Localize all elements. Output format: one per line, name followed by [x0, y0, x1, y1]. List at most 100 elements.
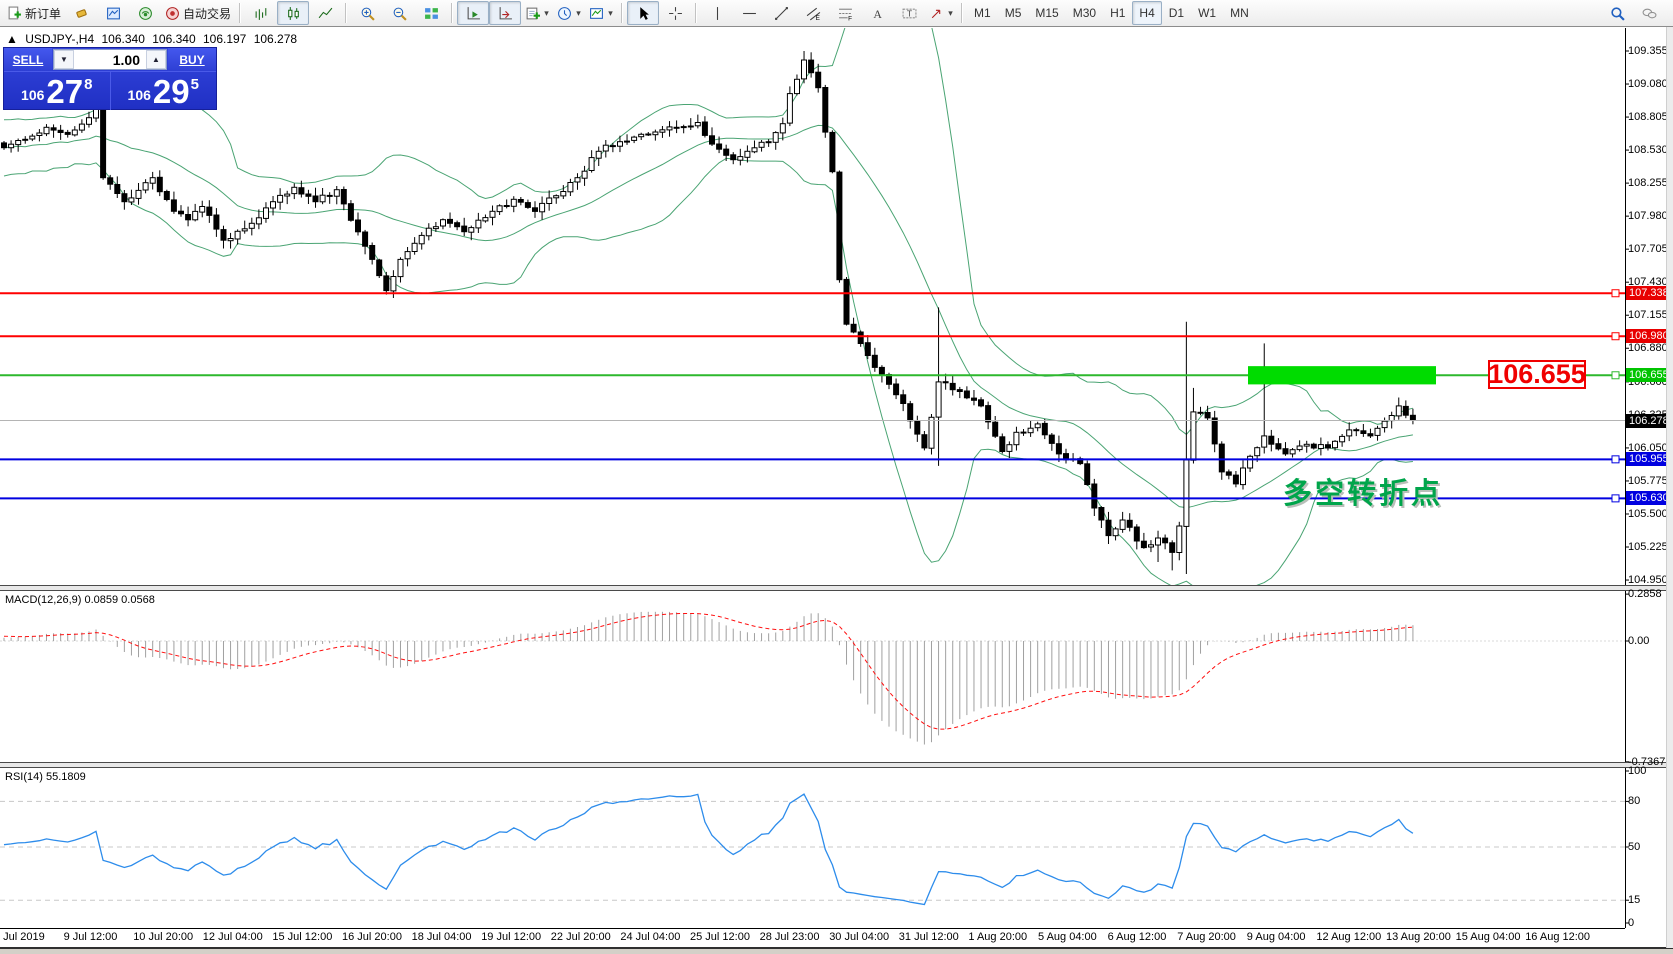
candlestick-chart-button[interactable] — [277, 1, 310, 25]
trendline-icon — [774, 6, 789, 21]
label-tool-button[interactable]: T — [893, 1, 925, 25]
axis-tick-label: 109.080 — [1628, 78, 1668, 91]
axis-tick-label: 107.155 — [1628, 309, 1668, 322]
sell-price-pips: 27 — [46, 73, 84, 110]
open-value: 106.340 — [101, 32, 145, 46]
text-tool-button[interactable]: A — [861, 1, 893, 25]
timeframe-H4[interactable]: H4 — [1132, 1, 1162, 25]
eraser-button[interactable] — [65, 1, 97, 25]
community-chat-button[interactable] — [1633, 1, 1665, 25]
cursor-icon — [636, 6, 651, 21]
timeframe-D1[interactable]: D1 — [1168, 6, 1185, 20]
time-axis[interactable]: 8 Jul 2019 9 Jul 12:00 10 Jul 20:00 12 Jul … — [0, 931, 1673, 947]
periods-button[interactable]: ▾ — [553, 1, 585, 25]
timeframe-H1[interactable]: H1 — [1110, 6, 1126, 20]
separator — [345, 3, 348, 23]
equidistant-channel-icon: E — [806, 6, 821, 21]
svg-text:A: A — [873, 7, 882, 20]
arrows-tool-button[interactable]: ▾ — [925, 1, 957, 25]
cursor-tool-button[interactable] — [627, 1, 660, 25]
search-button[interactable] — [1601, 1, 1633, 25]
signal-button[interactable] — [129, 1, 161, 25]
time-axis-label: 6 Aug 12:00 — [1107, 931, 1167, 943]
sell-button[interactable]: SELL — [4, 48, 52, 71]
separator — [451, 3, 454, 23]
time-axis-label: 9 Aug 04:00 — [1246, 931, 1306, 943]
pane-divider[interactable] — [0, 585, 1673, 591]
dropdown-arrow-icon: ▾ — [544, 7, 549, 18]
timeframe-MN[interactable]: MN — [1230, 6, 1249, 20]
macd-title: MACD(12,26,9) — [5, 594, 82, 606]
axis-tick-label: 0.00 — [1628, 635, 1650, 647]
zoom-out-button[interactable] — [383, 1, 415, 25]
axis-price-tag: 106.980 — [1626, 329, 1673, 344]
rsi-header: RSI(14) 55.1809 — [5, 771, 86, 783]
axis-tick-label: -0.7367 — [1628, 755, 1666, 768]
time-axis-label: 5 Aug 04:00 — [1038, 931, 1097, 943]
chart-window-button[interactable] — [97, 1, 129, 25]
pane-divider[interactable] — [0, 762, 1673, 768]
horizontal-line-tool-button[interactable] — [733, 1, 765, 25]
chinese-annotation[interactable]: 多空转折点 — [1283, 478, 1444, 510]
high-value: 106.340 — [152, 32, 196, 46]
zoom-in-button[interactable] — [351, 1, 383, 25]
tile-windows-icon — [424, 6, 439, 21]
timeframe-M1[interactable]: M1 — [974, 6, 991, 20]
sell-price-point: 8 — [84, 76, 93, 93]
separator — [695, 3, 698, 23]
one-click-trading-panel: SELL ▼ 1.00 ▲ BUY 106 27 8 106 29 5 — [3, 47, 217, 110]
time-axis-label: 16 Aug 12:00 — [1525, 931, 1591, 943]
fibonacci-tool-button[interactable]: F — [829, 1, 861, 25]
chart-ohlc-header: ▲ USDJPY-,H4 106.340 106.340 106.197 106… — [6, 32, 301, 46]
channel-tool-button[interactable]: E — [797, 1, 829, 25]
axis-tick-label: 108.805 — [1628, 111, 1668, 124]
axis-tick-label: 105.775 — [1628, 474, 1668, 487]
separator — [621, 3, 624, 23]
collapse-panel-icon[interactable]: ▲ — [6, 32, 18, 46]
crosshair-tool-button[interactable] — [659, 1, 691, 25]
timeframe-W1[interactable]: W1 — [1198, 6, 1217, 20]
text-icon: A — [870, 6, 885, 21]
axis-tick-label: 0 — [1628, 917, 1635, 929]
arrows-icon — [929, 6, 944, 21]
low-value: 106.197 — [202, 32, 247, 46]
vertical-line-tool-button[interactable] — [701, 1, 733, 25]
chart-shift-button[interactable] — [489, 1, 522, 25]
auto-scroll-button[interactable] — [457, 1, 490, 25]
time-axis-label: 10 Jul 20:00 — [133, 931, 194, 943]
axis-tick-label: 15 — [1628, 894, 1641, 907]
timeframe-M30[interactable]: M30 — [1072, 6, 1097, 20]
volume-decrease-button[interactable]: ▼ — [54, 50, 74, 69]
axis-tick-label: 107.430 — [1628, 276, 1668, 289]
sell-price[interactable]: 106 27 8 — [4, 72, 111, 110]
separator — [239, 3, 242, 23]
svg-text:T: T — [906, 8, 912, 18]
templates-button[interactable]: ▾ — [585, 1, 617, 25]
macd-header: MACD(12,26,9) 0.0859 0.0568 — [5, 594, 155, 606]
timeframe-M5[interactable]: M5 — [1004, 6, 1022, 20]
zoom-out-icon — [392, 6, 407, 21]
buy-button[interactable]: BUY — [168, 48, 216, 71]
line-chart-button[interactable] — [309, 1, 341, 25]
separator — [961, 3, 964, 23]
auto-trading-label: 自动交易 — [183, 6, 232, 21]
price-callout-label[interactable]: 106.655 — [1488, 359, 1586, 389]
time-axis-label: 7 Aug 20:00 — [1177, 931, 1236, 943]
zoom-in-icon — [360, 6, 375, 21]
time-axis-label: 25 Jul 12:00 — [690, 931, 750, 943]
volume-input[interactable]: 1.00 — [112, 51, 140, 68]
volume-increase-button[interactable]: ▲ — [146, 50, 166, 69]
close-value: 106.278 — [253, 32, 298, 46]
bar-chart-button[interactable] — [245, 1, 277, 25]
new-chart-button[interactable]: ▾ — [521, 1, 553, 25]
signal-icon — [138, 6, 153, 21]
timeframe-M15[interactable]: M15 — [1035, 6, 1059, 20]
tile-windows-button[interactable] — [415, 1, 447, 25]
new-order-button[interactable]: 新订单 — [3, 1, 65, 25]
time-axis-label: 12 Jul 04:00 — [202, 931, 263, 943]
buy-price[interactable]: 106 29 5 — [111, 72, 217, 110]
time-axis-label: 24 Jul 04:00 — [620, 931, 681, 943]
auto-trading-button[interactable]: 自动交易 — [161, 1, 235, 25]
trendline-tool-button[interactable] — [765, 1, 797, 25]
